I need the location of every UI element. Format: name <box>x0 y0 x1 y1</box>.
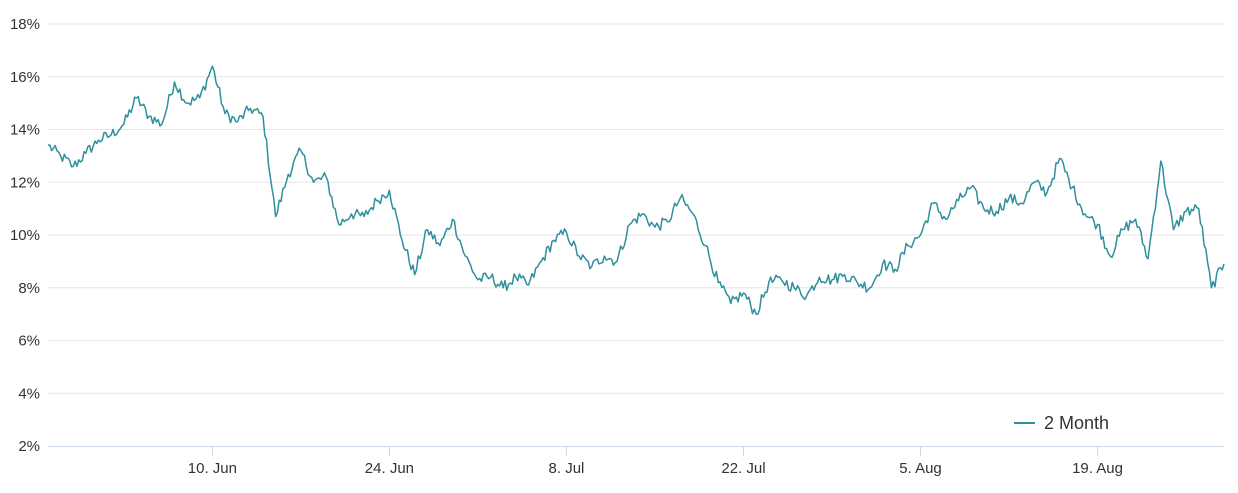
x-tick-label: 22. Jul <box>721 460 765 477</box>
y-tick-label: 2% <box>18 438 40 455</box>
y-tick-label: 18% <box>10 16 40 33</box>
y-tick-label: 12% <box>10 174 40 191</box>
y-tick-label: 10% <box>10 227 40 244</box>
y-tick-label: 16% <box>10 69 40 86</box>
series-line-2-month <box>47 65 1225 315</box>
y-axis-tick-labels: 2% 4% 6% 8% 10% 12% 14% 16% 18% <box>10 16 40 455</box>
series-group <box>47 65 1225 315</box>
grid-lines <box>48 23 1224 394</box>
legend-label-2-month: 2 Month <box>1044 413 1109 433</box>
y-tick-label: 6% <box>18 333 40 350</box>
y-tick-label: 4% <box>18 385 40 402</box>
y-tick-label: 14% <box>10 122 40 139</box>
legend[interactable]: 2 Month <box>1014 413 1109 433</box>
x-tick-label: 8. Jul <box>549 460 585 477</box>
x-tick-label: 24. Jun <box>365 460 414 477</box>
x-tick-label: 10. Jun <box>188 460 237 477</box>
y-tick-label: 8% <box>18 280 40 297</box>
x-axis <box>48 446 1224 456</box>
x-axis-tick-labels: 10. Jun 24. Jun 8. Jul 22. Jul 5. Aug 19. Aug <box>188 460 1123 477</box>
x-tick-label: 19. Aug <box>1072 460 1123 477</box>
x-tick-label: 5. Aug <box>899 460 942 477</box>
